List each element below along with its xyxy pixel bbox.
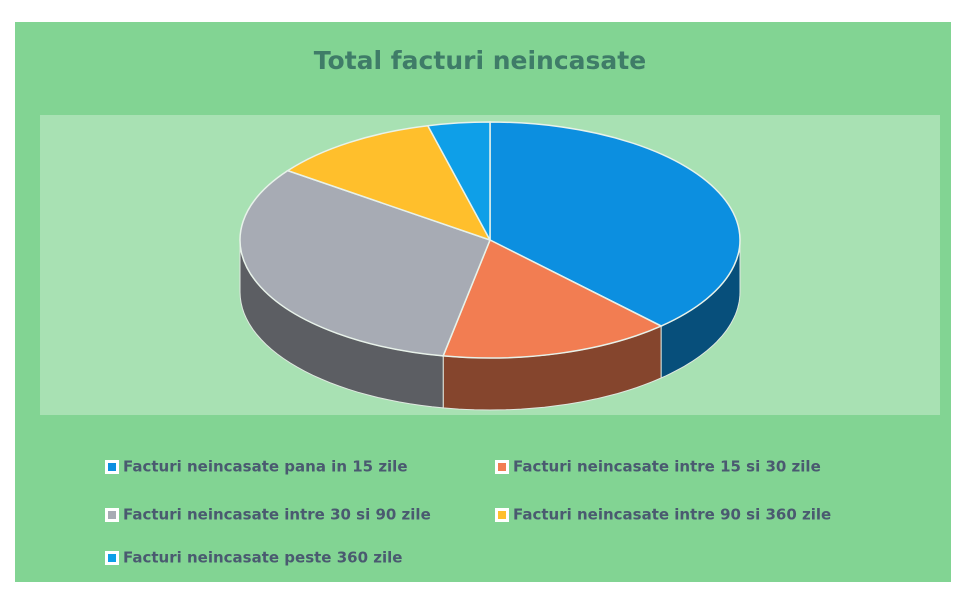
legend-swatch: [498, 511, 506, 519]
legend-swatch: [108, 554, 116, 562]
slice: [442, 238, 663, 359]
legend-label: Facturi neincasate pana in 15 zile: [123, 458, 408, 476]
slice: [286, 124, 492, 242]
slice: [426, 121, 491, 241]
legend-label: Facturi neincasate intre 90 si 360 zile: [513, 506, 831, 524]
slice: [239, 169, 491, 357]
legend-label: Facturi neincasate intre 15 si 30 zile: [513, 458, 821, 476]
legend: Facturi neincasate pana in 15 zile Factur…: [105, 458, 831, 567]
legend-swatch: [108, 511, 116, 519]
legend-swatch: [498, 463, 506, 471]
pie: [239, 121, 741, 411]
legend-swatch: [108, 463, 116, 471]
slice: [489, 121, 741, 327]
legend-label: Facturi neincasate intre 30 si 90 zile: [123, 506, 431, 524]
chart-title: Total facturi neincasate: [314, 46, 646, 75]
legend-label: Facturi neincasate peste 360 zile: [123, 549, 402, 567]
